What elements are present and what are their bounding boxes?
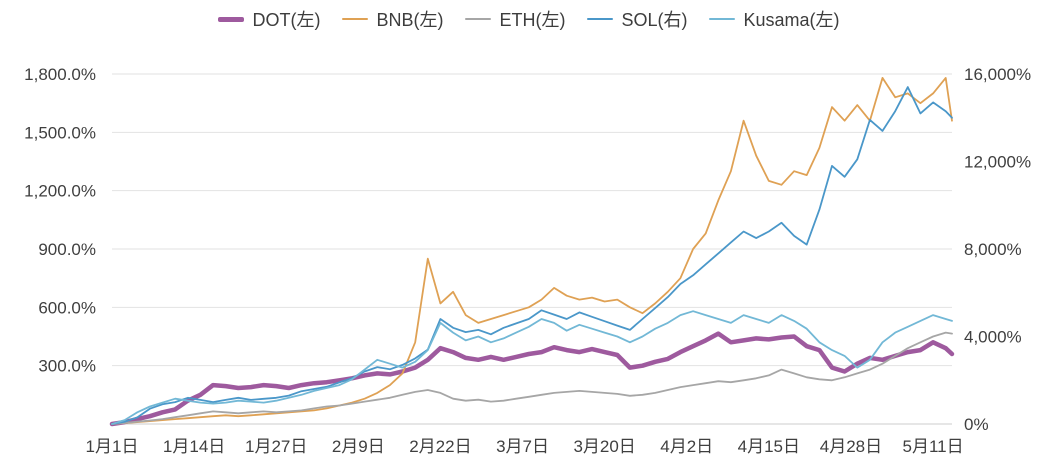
legend: DOT(左) BNB(左) ETH(左) SOL(右) Kusama(左) <box>0 6 1058 32</box>
right-axis-label: 12,000% <box>964 153 1031 172</box>
legend-swatch-kusama <box>709 17 736 21</box>
legend-label-sol: SOL(右) <box>621 10 688 30</box>
right-axis-label: 16,000% <box>964 65 1031 84</box>
x-axis-label: 3月7日 <box>496 437 549 456</box>
legend-item-eth: ETH(左) <box>465 6 565 32</box>
legend-swatch-bnb <box>342 17 369 21</box>
legend-swatch-dot <box>218 16 245 22</box>
legend-item-dot: DOT(左) <box>218 6 320 32</box>
left-axis-label: 900.0% <box>38 240 96 259</box>
x-axis-label: 1月14日 <box>163 437 225 456</box>
legend-label-kusama: Kusama(左) <box>743 10 840 30</box>
series-line-bnb <box>111 77 953 425</box>
series-line-kusama <box>111 310 953 425</box>
legend-swatch-sol <box>587 17 614 21</box>
right-axis-label: 8,000% <box>964 240 1022 259</box>
legend-swatch-eth <box>465 17 492 21</box>
right-axis-label: 4,000% <box>964 328 1022 347</box>
legend-item-bnb: BNB(左) <box>342 6 443 32</box>
legend-item-kusama: Kusama(左) <box>709 6 840 32</box>
series-line-sol <box>111 86 953 425</box>
left-axis-label: 600.0% <box>38 298 96 317</box>
left-axis-label: 1,200.0% <box>24 182 96 201</box>
x-axis-label: 4月28日 <box>820 437 882 456</box>
x-axis-label: 1月1日 <box>86 437 139 456</box>
legend-item-sol: SOL(右) <box>587 6 687 32</box>
x-axis-label: 2月22日 <box>409 437 471 456</box>
left-axis-label: 300.0% <box>38 357 96 376</box>
series-line-eth <box>111 331 953 425</box>
x-axis-label: 3月20日 <box>573 437 635 456</box>
legend-label-eth: ETH(左) <box>499 10 566 30</box>
right-axis-label: 0% <box>964 415 989 434</box>
x-axis-label: 4月2日 <box>660 437 713 456</box>
x-axis-label: 1月27日 <box>245 437 307 456</box>
left-axis-label: 1,500.0% <box>24 123 96 142</box>
series-line-dot <box>109 331 955 427</box>
x-axis-label: 4月15日 <box>738 437 800 456</box>
x-axis-label: 2月9日 <box>332 437 385 456</box>
legend-label-dot: DOT(左) <box>252 10 321 30</box>
legend-label-bnb: BNB(左) <box>376 10 444 30</box>
left-axis-label: 1,800.0% <box>24 65 96 84</box>
x-axis-label: 5月11日 <box>902 437 963 456</box>
